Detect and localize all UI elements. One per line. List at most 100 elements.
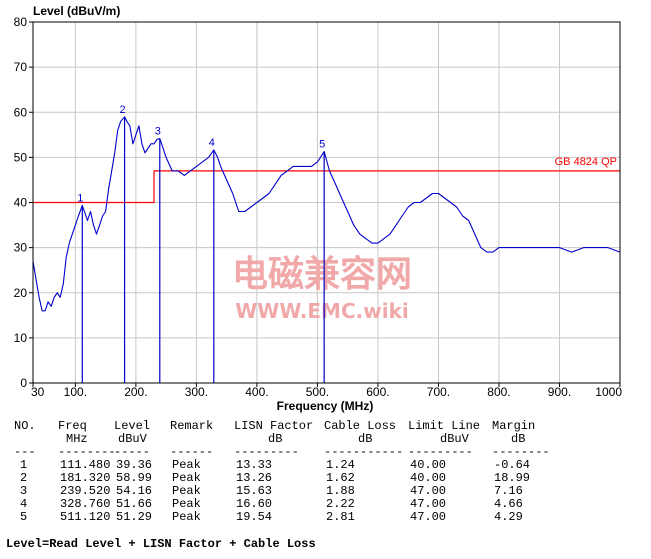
table-cell: Freq: [58, 419, 87, 433]
x-tick-label: 200.: [124, 385, 147, 399]
y-tick-label: 0: [20, 376, 27, 390]
grid: [33, 22, 620, 383]
table-cell: dBuV: [118, 432, 147, 446]
table-cell: 39.36: [116, 458, 153, 472]
table-cell: Peak: [172, 471, 201, 485]
table-cell: ---------: [234, 445, 299, 459]
peak-label: 2: [120, 104, 126, 116]
y-axis-label: Level (dBuV/m): [33, 4, 120, 18]
y-tick-label: 20: [14, 286, 28, 300]
limit-line: [33, 170, 620, 204]
table-cell: 40.00: [410, 471, 447, 485]
table-cell: 58.99: [116, 471, 153, 485]
table-cell: ---------: [408, 445, 473, 459]
table-cell: 1.88: [326, 484, 355, 498]
table-cell: 328.760: [60, 497, 111, 511]
y-tick-label: 40: [14, 196, 28, 210]
table-cell: dB: [358, 432, 373, 446]
table-cell: 47.00: [410, 484, 447, 498]
x-tick-label: 900.: [548, 385, 571, 399]
table-cell: 2.22: [326, 497, 355, 511]
table-cell: -0.64: [494, 458, 531, 472]
table-cell: Limit Line: [408, 419, 481, 433]
watermark: 电磁兼容网 WWW.EMC.wiki: [232, 254, 412, 323]
table-cell: ------: [170, 445, 214, 459]
measurement-trace: [32, 116, 621, 312]
table-cell: 2: [20, 471, 28, 485]
y-tick-label: 80: [14, 15, 28, 29]
table-cell: NO.: [14, 419, 36, 433]
table-cell: 13.26: [236, 471, 273, 485]
y-tick-label: 10: [14, 331, 28, 345]
limit-label: GB 4824 QP: [555, 156, 617, 168]
watermark-url: WWW.EMC.wiki: [235, 299, 408, 323]
table-cell: 13.33: [236, 458, 273, 472]
table-cell: 19.54: [236, 510, 273, 524]
table-cell: 47.00: [410, 510, 447, 524]
table-cell: ---: [14, 445, 36, 459]
y-tick-label: 50: [14, 150, 28, 164]
table-cell: 54.16: [116, 484, 153, 498]
emission-chart: 电磁兼容网 WWW.EMC.wiki 1 2 3 4 5 0 10 20 30 40 50 60 70…: [14, 4, 623, 413]
table-cell: Peak: [172, 510, 201, 524]
table-cell: 4.66: [494, 497, 523, 511]
peak-label: 4: [209, 137, 215, 149]
table-cell: 1.62: [326, 471, 355, 485]
table-cell: Cable Loss: [324, 419, 397, 433]
table-cell: 181.320: [60, 471, 111, 485]
table-cell: dB: [511, 432, 526, 446]
table-cell: 511.120: [60, 510, 111, 524]
table-cell: --------: [492, 445, 550, 459]
x-axis-label: Frequency (MHz): [277, 399, 374, 413]
limit-line-group: [33, 170, 620, 204]
table-cell: 47.00: [410, 497, 447, 511]
table-cell: -----: [114, 445, 151, 459]
watermark-title: 电磁兼容网: [232, 254, 412, 295]
table-cell: dBuV: [440, 432, 469, 446]
peak-markers: 1 2 3 4 5: [77, 104, 325, 383]
x-tick-label: 100.: [64, 385, 87, 399]
table-cell: Peak: [172, 484, 201, 498]
table-cell: 1.24: [326, 458, 355, 472]
x-tick-label: 30: [31, 385, 45, 399]
table-cell: 51.29: [116, 510, 153, 524]
x-tick-label: 1000: [595, 385, 622, 399]
x-tick-label: 400.: [245, 385, 268, 399]
table-cell: 15.63: [236, 484, 273, 498]
table-cell: 4.29: [494, 510, 523, 524]
y-tick-label: 60: [14, 105, 28, 119]
formula-note: Level=Read Level + LISN Factor + Cable L…: [6, 537, 316, 551]
table-cell: Peak: [172, 458, 201, 472]
table-cell: 51.66: [116, 497, 153, 511]
axes: 0 10 20 30 40 50 60 70 80 30 100. 200. 300. 400. 500. 6…: [14, 15, 623, 399]
table-cell: 1: [20, 458, 28, 472]
table-cell: dB: [268, 432, 283, 446]
table-cell: -----------: [324, 445, 404, 459]
y-tick-label: 70: [14, 60, 28, 74]
y-tick-label: 30: [14, 241, 28, 255]
table-cell: Level: [114, 419, 151, 433]
table-cell: MHz: [66, 432, 88, 446]
x-tick-label: 500.: [306, 385, 329, 399]
table-cell: 5: [20, 510, 28, 524]
table-cell: 16.60: [236, 497, 273, 511]
table-cell: 4: [20, 497, 28, 511]
peak-label: 5: [319, 139, 325, 151]
x-tick-label: 700.: [427, 385, 450, 399]
table-cell: 7.16: [494, 484, 523, 498]
table-cell: 3: [20, 484, 28, 498]
table-cell: 40.00: [410, 458, 447, 472]
table-cell: 111.480: [60, 458, 111, 472]
table-cell: 18.99: [494, 471, 531, 485]
peak-label: 1: [77, 192, 83, 204]
table-cell: Remark: [170, 419, 214, 433]
trace-group: [32, 116, 621, 312]
peak-label: 3: [155, 126, 161, 138]
table-cell: Peak: [172, 497, 201, 511]
x-tick-label: 800.: [487, 385, 510, 399]
table-cell: LISN Factor: [234, 419, 314, 433]
x-tick-label: 600.: [366, 385, 389, 399]
table-cell: 239.520: [60, 484, 111, 498]
table-cell: --------: [58, 445, 116, 459]
table-cell: 2.81: [326, 510, 355, 524]
